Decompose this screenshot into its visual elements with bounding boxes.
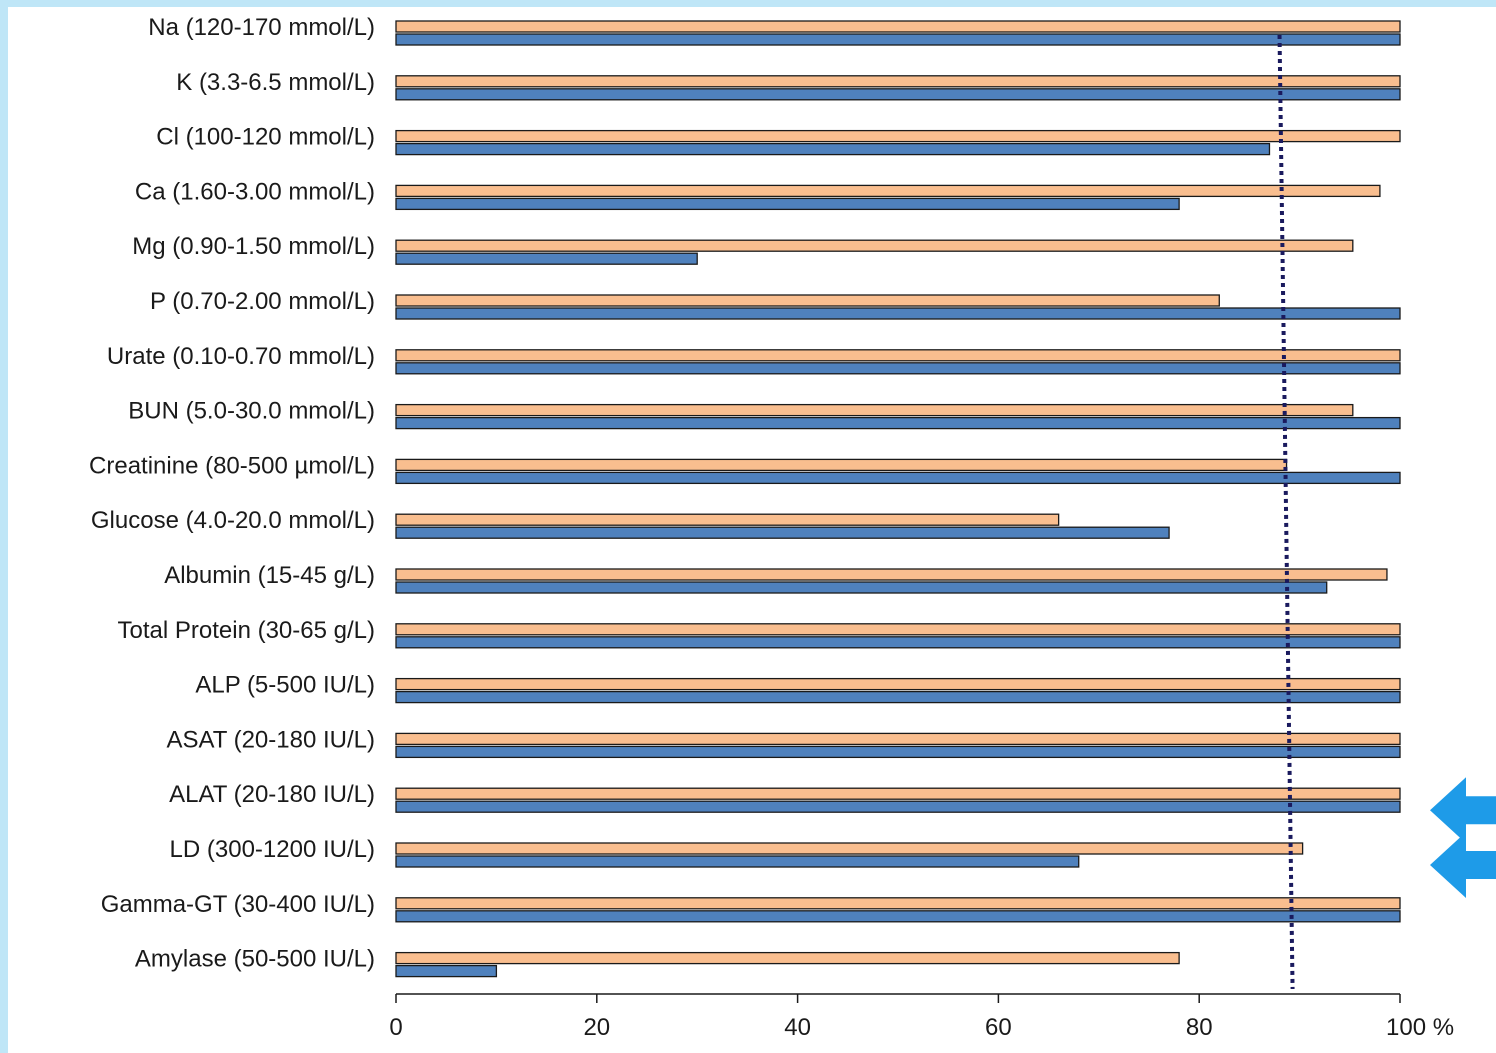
category-label-11: Albumin (15-45 g/L) [164, 562, 375, 589]
left-arrow-icon-1 [1430, 777, 1496, 844]
bar-chart: Na (120-170 mmol/L) K (3.3-6.5 mmol/L) Cl … [89, 14, 1496, 1041]
bar-s2-7 [395, 362, 1401, 375]
bar-s2-10 [395, 526, 1170, 539]
bar-s2-9 [395, 471, 1401, 485]
x-tick-label-1: 0 [389, 1014, 402, 1041]
category-label-9: Creatinine (80-500 µmol/L) [89, 452, 375, 479]
bar-s2-17 [395, 910, 1401, 923]
reference-line-layer [1277, 34, 1295, 990]
bar-s1-2 [395, 75, 1401, 88]
reference-line [1277, 34, 1295, 990]
bar-s1-10 [395, 513, 1060, 526]
bar-s1-14 [395, 732, 1401, 746]
category-label-3: Cl (100-120 mmol/L) [156, 124, 375, 151]
category-label-15: ALAT (20-180 IU/L) [169, 781, 375, 808]
chart-frame: Na (120-170 mmol/L) K (3.3-6.5 mmol/L) Cl … [8, 7, 1496, 1053]
bar-s1-4 [395, 184, 1381, 198]
bar-s1-3 [395, 129, 1401, 143]
bar-s2-15 [395, 800, 1401, 813]
bar-s2-16 [395, 855, 1080, 868]
category-label-4: Ca (1.60-3.00 mmol/L) [135, 178, 375, 205]
left-arrow-icon-2 [1430, 832, 1496, 898]
x-tick-label-3: 40 [784, 1014, 811, 1041]
bar-s2-2 [395, 88, 1401, 101]
category-label-1: Na (120-170 mmol/L) [148, 14, 375, 41]
x-tick-label-2: 20 [583, 1014, 610, 1041]
arrows-layer [1430, 777, 1496, 898]
bar-s2-5 [395, 252, 698, 265]
bar-s2-6 [395, 307, 1401, 320]
bar-s1-16 [395, 842, 1304, 855]
bar-s1-7 [395, 349, 1401, 362]
category-label-13: ALP (5-500 IU/L) [195, 672, 375, 699]
bar-s1-1 [395, 20, 1401, 33]
bar-s2-3 [395, 142, 1271, 156]
bar-s1-11 [395, 568, 1388, 581]
category-label-8: BUN (5.0-30.0 mmol/L) [128, 398, 375, 425]
bar-s2-12 [395, 636, 1401, 649]
bars-layer [395, 20, 1401, 978]
category-label-17: Gamma-GT (30-400 IU/L) [101, 891, 375, 918]
x-axis: 0 20 40 60 80 100 % [389, 993, 1454, 1041]
bar-s1-8 [395, 403, 1354, 417]
bar-s1-15 [395, 787, 1401, 800]
category-label-7: Urate (0.10-0.70 mmol/L) [107, 343, 375, 370]
category-label-2: K (3.3-6.5 mmol/L) [176, 69, 375, 96]
x-tick-label-4: 60 [985, 1014, 1012, 1041]
bar-s1-13 [395, 677, 1401, 691]
category-label-18: Amylase (50-500 IU/L) [135, 946, 375, 973]
bar-s1-18 [395, 951, 1180, 965]
bar-s2-11 [395, 581, 1328, 594]
category-label-5: Mg (0.90-1.50 mmol/L) [132, 233, 375, 260]
bar-s1-5 [395, 239, 1354, 252]
category-label-6: P (0.70-2.00 mmol/L) [150, 288, 375, 315]
bar-s2-14 [395, 745, 1401, 759]
x-tick-label-6: 100 % [1386, 1014, 1454, 1041]
bar-s2-18 [395, 964, 498, 978]
bar-s1-17 [395, 897, 1401, 910]
category-label-10: Glucose (4.0-20.0 mmol/L) [91, 507, 375, 534]
category-label-14: ASAT (20-180 IU/L) [166, 726, 375, 753]
bar-s1-9 [395, 458, 1288, 472]
category-labels: Na (120-170 mmol/L) K (3.3-6.5 mmol/L) Cl … [89, 14, 375, 973]
bar-s1-6 [395, 294, 1220, 307]
category-label-12: Total Protein (30-65 g/L) [118, 617, 375, 644]
bar-s2-8 [395, 416, 1401, 430]
bar-s1-12 [395, 623, 1401, 636]
bar-s2-4 [395, 197, 1180, 211]
bar-s2-13 [395, 690, 1401, 704]
x-tick-label-5: 80 [1186, 1014, 1213, 1041]
bar-s2-1 [395, 33, 1401, 46]
category-label-16: LD (300-1200 IU/L) [170, 836, 375, 863]
